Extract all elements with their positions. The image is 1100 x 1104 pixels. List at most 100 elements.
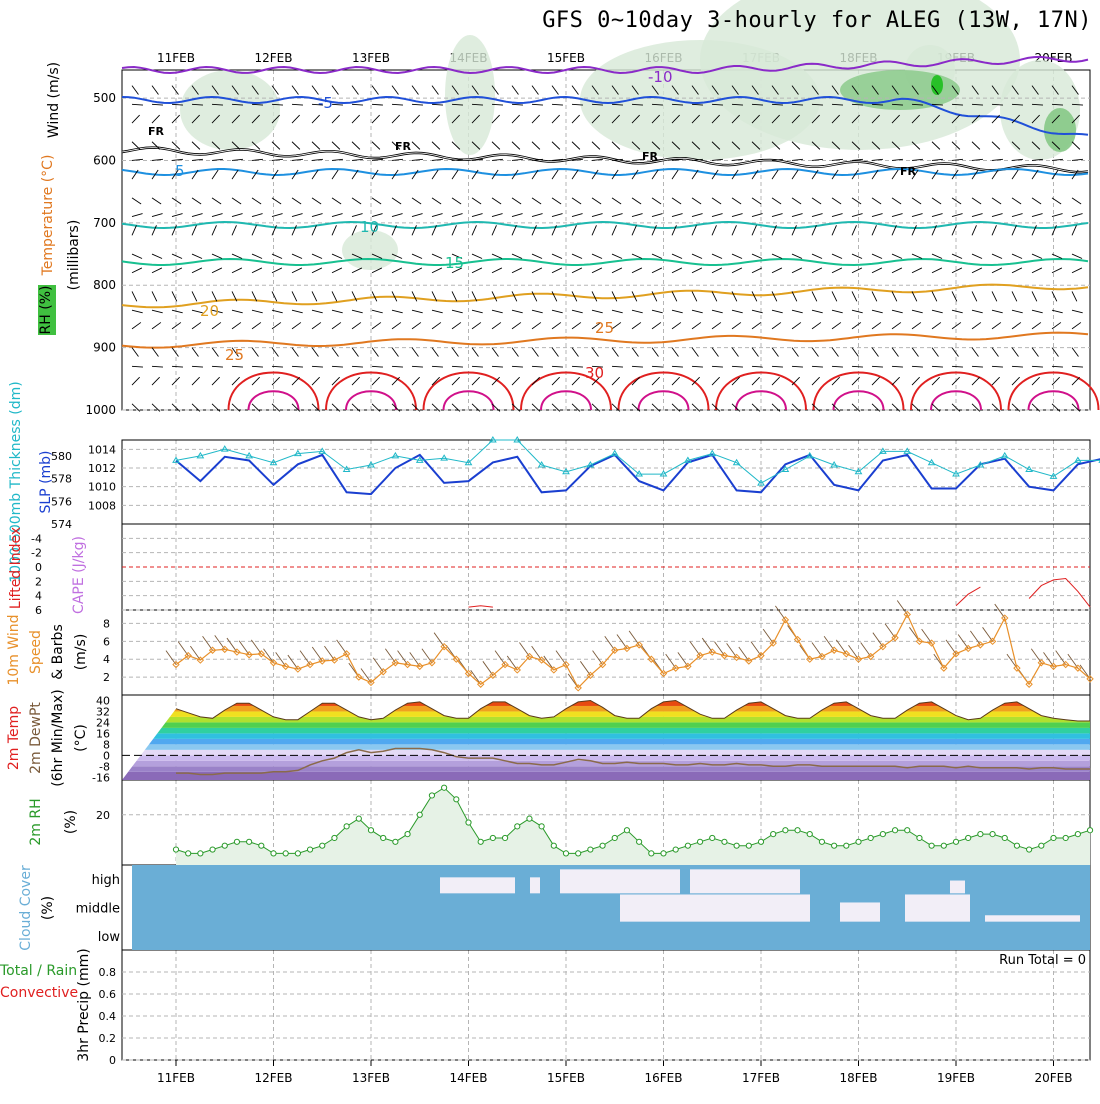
wind-barb — [451, 114, 460, 124]
isotherm — [121, 283, 1089, 309]
wind-barb — [691, 114, 700, 124]
wind-barb — [931, 347, 939, 357]
wind-barb — [711, 158, 723, 161]
temp-band — [122, 700, 1090, 706]
rh-point — [672, 846, 679, 853]
wind-barb — [871, 103, 884, 106]
wind-barb — [611, 365, 624, 368]
wind-barb — [551, 103, 564, 106]
temp-band — [122, 722, 1090, 728]
wind-barb — [831, 85, 839, 95]
wind-barb — [391, 158, 403, 161]
wind-barb — [891, 85, 899, 95]
wind-barb — [811, 253, 823, 259]
wind-barb — [751, 213, 763, 218]
temp-band — [122, 733, 1090, 739]
freezing-level-line — [121, 147, 1089, 173]
wind-barb — [891, 253, 903, 259]
wind-barb — [371, 158, 383, 161]
wind-barb — [211, 197, 222, 205]
wind-barb — [171, 309, 183, 314]
wind-barb — [431, 267, 443, 274]
rh-shade — [1044, 108, 1076, 152]
wind-barb — [871, 309, 883, 314]
wind-barb — [171, 322, 182, 330]
wind-barb — [731, 365, 744, 368]
wind-speed-point — [269, 659, 278, 667]
surface-wind-barb — [1006, 653, 1018, 669]
wind-barb — [1071, 85, 1079, 95]
wind-barb — [951, 376, 960, 386]
wind-barb — [991, 267, 1003, 274]
date-label-bottom: 13FEB — [352, 1071, 390, 1085]
wind-barb — [951, 213, 963, 218]
wind-barb — [811, 85, 819, 95]
wind-barb — [571, 141, 581, 150]
wind-barb — [611, 347, 619, 357]
wind-barb — [751, 103, 764, 106]
temp-band — [122, 771, 1090, 780]
wind-barb — [951, 169, 959, 180]
surface-wind-barb — [921, 628, 932, 644]
wind-barb — [591, 347, 599, 357]
wind-barb — [491, 114, 500, 124]
wind-barb — [431, 403, 441, 412]
wind-barb — [291, 85, 299, 95]
wind-barb — [711, 267, 723, 274]
y-tick-wind: 2 — [103, 671, 110, 684]
wind-barb — [771, 403, 781, 412]
wind-barb — [771, 141, 781, 150]
date-label-bottom: 12FEB — [255, 1071, 293, 1085]
wind-speed-point — [866, 652, 875, 661]
cloud-clear-cell — [950, 880, 965, 894]
wind-barb — [671, 322, 682, 330]
rh-point — [453, 796, 460, 803]
rh-point — [867, 834, 874, 842]
y-tick-wind: 6 — [103, 635, 110, 648]
wind-barb — [551, 376, 560, 386]
wind-barb — [271, 267, 283, 274]
wind-barb — [1011, 103, 1024, 106]
wind-barb — [1051, 103, 1064, 106]
wind-barb — [931, 197, 942, 205]
wind-barb — [351, 376, 360, 386]
wind-barb — [931, 322, 942, 330]
wind-barb — [611, 103, 624, 106]
wind-speed-point — [684, 662, 692, 671]
wind-barb — [1071, 197, 1082, 205]
wind-barb — [851, 267, 863, 274]
wind-barb — [511, 103, 524, 106]
rh-point — [538, 823, 545, 830]
wind-barb — [471, 309, 483, 314]
wind-speed-point — [1025, 680, 1033, 688]
wind-barb — [1051, 213, 1063, 218]
wind-barb — [391, 365, 404, 368]
wind-barb — [431, 347, 439, 357]
wind-barb — [291, 376, 300, 386]
thickness-point — [952, 470, 960, 477]
wind-panel — [122, 600, 1094, 692]
wind-barb — [571, 322, 582, 330]
wind-barb — [691, 213, 703, 218]
wind-barb — [671, 213, 683, 218]
wind-barb — [411, 253, 423, 259]
wind-barb — [731, 403, 741, 412]
wind-barb — [1071, 309, 1083, 314]
wind-barb — [391, 225, 397, 236]
wind-barb — [191, 403, 201, 412]
wind-barb — [271, 103, 284, 106]
thickness-point — [805, 451, 814, 459]
wind-barb — [831, 347, 839, 357]
wind-barb — [611, 169, 619, 180]
thickness-point — [1025, 465, 1034, 473]
surface-wind-barb — [665, 653, 677, 669]
wind-barb — [271, 158, 283, 161]
wind-barb — [251, 322, 262, 330]
wind-speed-point — [513, 666, 521, 674]
wind-barb — [731, 141, 741, 150]
wind-barb — [451, 103, 464, 106]
wind-barb — [831, 213, 843, 218]
thickness-point — [781, 465, 790, 473]
wind-barb — [591, 114, 600, 124]
